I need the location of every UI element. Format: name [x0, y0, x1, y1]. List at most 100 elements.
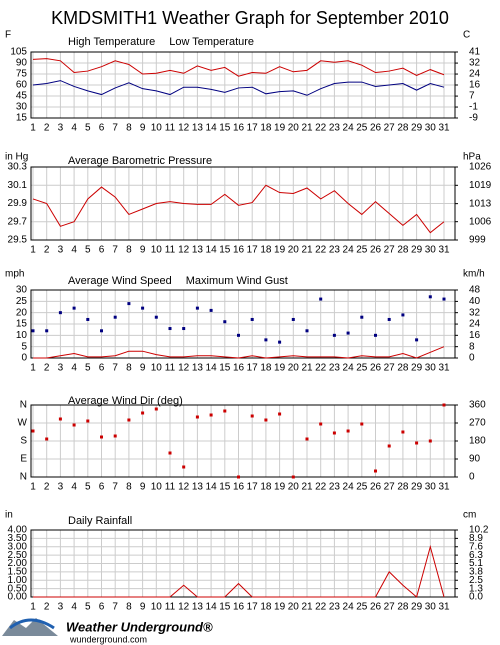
data-point [209, 413, 213, 417]
panel-title: Average Barometric Pressure [68, 155, 212, 167]
x-tick-label: 18 [260, 482, 272, 493]
x-tick-label: 18 [260, 245, 272, 256]
data-point [237, 475, 240, 479]
x-tick-label: 4 [71, 123, 77, 134]
x-tick-label: 7 [112, 482, 118, 493]
x-tick-label: 16 [233, 482, 245, 493]
x-tick-label: 19 [274, 245, 286, 256]
y-tick-label: 30.1 [8, 180, 28, 191]
data-point [100, 329, 103, 333]
legend-entry: High Temperature [68, 36, 155, 48]
x-tick-label: 4 [71, 363, 77, 374]
x-tick-label: 4 [71, 482, 77, 493]
x-tick-label: 6 [99, 602, 105, 613]
y2-tick-label: 41 [469, 47, 481, 58]
x-tick-label: 6 [99, 245, 105, 256]
x-tick-label: 28 [397, 602, 409, 613]
x-tick-label: 15 [219, 245, 231, 256]
y2-tick-label: -9 [469, 113, 478, 124]
y-tick-label: 3.50 [8, 533, 28, 544]
x-tick-label: 4 [71, 602, 77, 613]
x-tick-label: 31 [438, 123, 450, 134]
x-tick-label: 24 [343, 363, 355, 374]
x-tick-label: 8 [126, 123, 132, 134]
y-tick-label: 25 [16, 296, 28, 307]
x-tick-label: 10 [151, 602, 163, 613]
x-tick-label: 14 [206, 482, 218, 493]
y2-tick-label: 270 [469, 418, 486, 429]
plot-frame [30, 166, 456, 241]
data-line [33, 544, 445, 598]
data-point [141, 306, 145, 310]
y-tick-label: W [18, 418, 28, 429]
plot-frame [30, 51, 456, 119]
y-tick-label: 2.00 [8, 558, 28, 569]
data-point [319, 422, 323, 426]
y2-tick-label: -1 [469, 102, 478, 113]
x-tick-label: 30 [425, 363, 437, 374]
data-point [387, 317, 391, 321]
y2-tick-label: 32 [469, 58, 481, 69]
unit-left: F [5, 30, 11, 41]
data-point [264, 338, 268, 342]
x-tick-label: 9 [140, 482, 146, 493]
y-tick-label: 3.00 [8, 541, 28, 552]
x-tick-label: 18 [260, 363, 272, 374]
y2-tick-label: 5.1 [469, 558, 483, 569]
x-tick-label: 12 [178, 363, 190, 374]
x-tick-label: 24 [343, 482, 355, 493]
legend-entry: Low Temperature [169, 36, 254, 48]
data-point [223, 409, 227, 413]
data-point [415, 441, 419, 445]
data-point [31, 429, 35, 433]
data-point [319, 297, 323, 301]
x-tick-label: 22 [315, 482, 327, 493]
x-tick-label: 29 [411, 123, 423, 134]
x-tick-label: 17 [247, 123, 259, 134]
y2-tick-label: 3.8 [469, 567, 483, 578]
unit-right: cm [463, 510, 476, 521]
x-tick-label: 29 [411, 363, 423, 374]
y-tick-label: 30.3 [8, 162, 28, 173]
x-tick-label: 30 [425, 123, 437, 134]
x-tick-label: 27 [384, 482, 396, 493]
x-tick-label: 26 [370, 482, 382, 493]
x-tick-label: 3 [58, 602, 64, 613]
x-tick-label: 11 [165, 602, 176, 613]
y2-tick-label: 7.6 [469, 541, 483, 552]
x-tick-label: 12 [178, 245, 190, 256]
x-tick-label: 17 [247, 602, 259, 613]
x-tick-label: 28 [397, 482, 409, 493]
y2-tick-label: 1019 [469, 180, 492, 191]
data-point [401, 313, 405, 317]
x-tick-label: 31 [438, 363, 450, 374]
data-point [360, 422, 364, 426]
plot-frame [30, 289, 456, 359]
x-tick-label: 21 [301, 363, 313, 374]
panel-title: Daily Rainfall [68, 515, 132, 527]
data-point [168, 327, 172, 331]
y-tick-label: 30 [16, 102, 28, 113]
data-point [72, 423, 76, 427]
x-tick-label: 10 [151, 123, 163, 134]
data-point [58, 311, 62, 315]
x-tick-label: 28 [397, 245, 409, 256]
data-point [237, 333, 240, 337]
x-tick-label: 5 [85, 123, 91, 134]
x-tick-label: 11 [165, 363, 176, 374]
data-point [127, 418, 131, 422]
x-tick-label: 11 [165, 123, 176, 134]
y2-tick-label: 180 [469, 436, 486, 447]
data-point [182, 465, 186, 469]
data-point [195, 415, 199, 419]
x-tick-label: 7 [112, 123, 118, 134]
y-tick-label: 0.50 [8, 583, 28, 594]
unit-right: C [463, 30, 470, 41]
logo: Weather Underground® wunderground.com [2, 618, 213, 644]
x-tick-label: 15 [219, 123, 231, 134]
y2-tick-label: 2.5 [469, 575, 483, 586]
x-tick-label: 10 [151, 245, 163, 256]
x-tick-label: 16 [233, 123, 245, 134]
y-tick-label: 1.50 [8, 567, 28, 578]
x-tick-label: 26 [370, 245, 382, 256]
